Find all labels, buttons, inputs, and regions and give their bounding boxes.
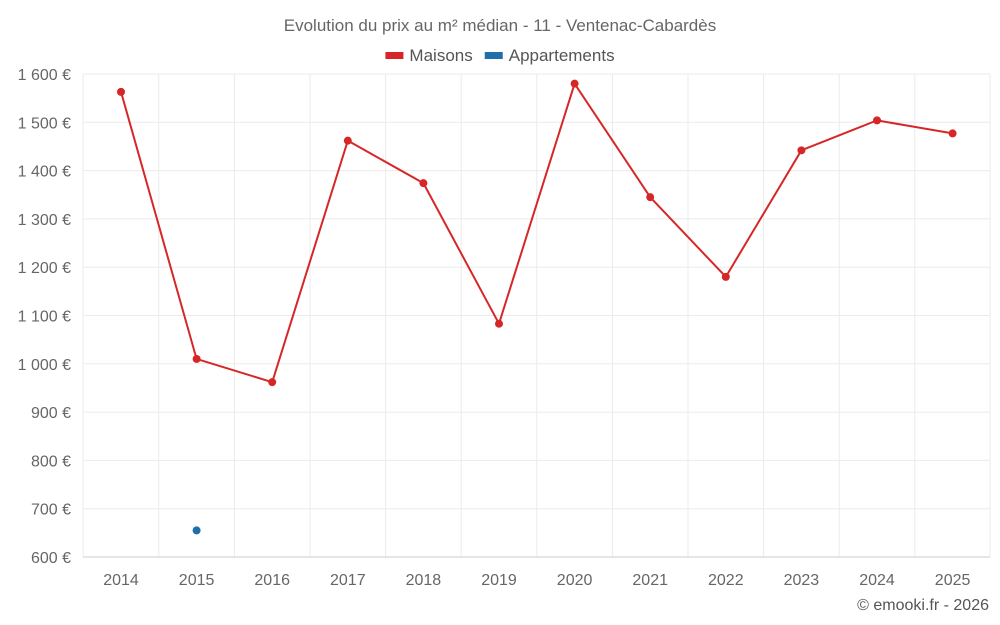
- x-tick-label: 2014: [103, 572, 139, 589]
- x-tick-label: 2025: [935, 572, 971, 589]
- x-tick-label: 2016: [254, 572, 290, 589]
- y-tick-label: 1 400 €: [18, 164, 71, 181]
- legend-item-maisons[interactable]: Maisons: [385, 46, 473, 65]
- data-point-maisons[interactable]: [419, 179, 428, 188]
- legend-label-appartements: Appartements: [509, 46, 615, 65]
- x-tick-label: 2021: [632, 572, 668, 589]
- credit-text: © emooki.fr - 2026: [857, 597, 989, 614]
- data-point-maisons[interactable]: [117, 87, 125, 96]
- y-axis-tick-labels: 600 € 700 € 800 € 900 € 1 000 € 1 100 € 1 200 …: [18, 67, 71, 567]
- x-axis-tick-labels: 2014 2015 2016 2017 2018 2019 2020 2021 2022 2023…: [103, 572, 970, 589]
- y-tick-label: 800 €: [31, 453, 71, 470]
- y-tick-label: 900 €: [31, 405, 71, 422]
- y-tick-label: 1 200 €: [18, 260, 71, 277]
- x-tick-label: 2019: [481, 572, 517, 589]
- y-tick-label: 1 100 €: [18, 309, 71, 326]
- y-tick-label: 600 €: [31, 550, 71, 567]
- y-tick-label: 1 500 €: [18, 115, 71, 132]
- data-point-maisons[interactable]: [495, 319, 503, 328]
- data-point-maisons[interactable]: [646, 193, 655, 202]
- series-appartements: [192, 526, 201, 535]
- x-tick-label: 2024: [859, 572, 895, 589]
- legend-swatch-appartements: [484, 52, 503, 59]
- series-maisons: [117, 79, 957, 387]
- data-point-maisons[interactable]: [343, 136, 352, 145]
- data-point-maisons[interactable]: [268, 378, 277, 387]
- x-tick-label: 2022: [708, 572, 744, 589]
- series-line-maisons: [120, 82, 953, 384]
- legend-label-maisons: Maisons: [409, 46, 472, 65]
- x-tick-label: 2023: [784, 572, 820, 589]
- horizontal-gridlines: [83, 73, 990, 510]
- y-tick-label: 1 000 €: [18, 357, 71, 374]
- y-tick-label: 700 €: [31, 502, 71, 519]
- legend-swatch-maisons: [385, 52, 404, 59]
- x-tick-label: 2015: [179, 572, 215, 589]
- data-point-maisons[interactable]: [192, 354, 201, 363]
- x-tick-label: 2020: [557, 572, 593, 589]
- data-point-maisons[interactable]: [797, 146, 806, 155]
- x-tick-label: 2017: [330, 572, 366, 589]
- y-tick-label: 1 600 €: [18, 67, 71, 84]
- data-point-maisons[interactable]: [873, 116, 881, 125]
- data-point-maisons[interactable]: [948, 129, 957, 138]
- series-layer: [117, 79, 957, 535]
- data-point-appartements[interactable]: [192, 526, 201, 535]
- x-tick-label: 2018: [406, 572, 442, 589]
- legend-item-appartements[interactable]: Appartements: [484, 46, 615, 65]
- data-point-maisons[interactable]: [721, 272, 730, 281]
- chart-title: Evolution du prix au m² médian - 11 - Ve…: [284, 16, 716, 35]
- data-point-maisons[interactable]: [570, 79, 579, 88]
- y-tick-label: 1 300 €: [18, 212, 71, 229]
- legend: Maisons Appartements: [385, 46, 615, 65]
